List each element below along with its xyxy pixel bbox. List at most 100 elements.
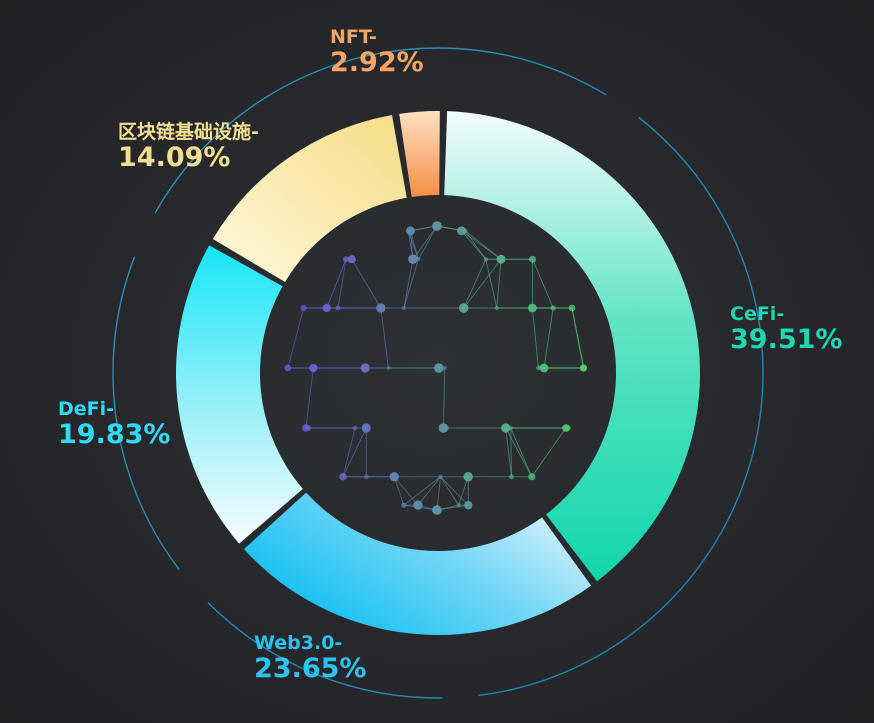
value-label: 19.83% xyxy=(58,418,171,450)
globe-node xyxy=(408,254,418,264)
globe-edge xyxy=(531,307,539,369)
globe-node xyxy=(386,365,391,371)
globe-node xyxy=(496,254,506,264)
globe-node xyxy=(483,257,488,262)
globe-edge xyxy=(337,259,347,309)
globe-node xyxy=(564,424,571,432)
label-infrastructure: 区块链基础设施- 14.09% xyxy=(118,122,259,173)
globe-node xyxy=(352,425,358,431)
globe-edge xyxy=(496,259,502,309)
globe-node xyxy=(401,502,407,508)
category-label: 区块链基础设施- xyxy=(118,121,259,143)
globe-edge xyxy=(407,230,414,260)
globe-edge xyxy=(461,230,487,260)
globe-node xyxy=(457,226,466,236)
globe-edge xyxy=(287,307,305,369)
globe-node xyxy=(432,505,442,515)
outer-ring xyxy=(112,47,764,699)
globe-edge xyxy=(393,476,405,506)
globe-edge xyxy=(571,307,585,369)
globe-node xyxy=(413,500,423,510)
globe-node xyxy=(464,500,473,510)
globe-node xyxy=(363,474,369,480)
globe-edge xyxy=(510,428,512,477)
label-cefi: CeFi- 39.51% xyxy=(730,304,842,355)
globe-edge xyxy=(463,258,502,309)
network-globe-icon xyxy=(284,221,588,515)
slice-cefi xyxy=(444,111,700,582)
globe-edge xyxy=(342,427,367,477)
globe-node xyxy=(322,303,331,313)
globe-node xyxy=(508,474,515,480)
value-label: 39.51% xyxy=(730,323,843,355)
globe-node xyxy=(580,364,588,372)
globe-edge xyxy=(440,476,460,506)
globe-edge xyxy=(403,476,441,506)
globe-node xyxy=(528,473,536,481)
globe-node xyxy=(458,303,469,313)
globe-edges xyxy=(287,225,585,511)
globe-edge xyxy=(417,225,438,260)
globe-node xyxy=(445,426,450,431)
globe-node xyxy=(568,304,576,312)
globe-node xyxy=(527,303,537,313)
globe-node xyxy=(463,472,473,482)
globe-node xyxy=(438,474,443,479)
globe-edge xyxy=(461,230,502,260)
globe-edge xyxy=(510,427,533,477)
globe-node xyxy=(300,304,307,312)
globe-edge xyxy=(380,307,389,369)
globe-edge xyxy=(440,476,469,506)
category-label: Web3.0- xyxy=(254,632,343,654)
label-web3: Web3.0- 23.65% xyxy=(254,633,366,684)
globe-node xyxy=(550,305,556,311)
globe-node xyxy=(302,424,310,432)
slice-infrastructure xyxy=(212,115,407,282)
value-label: 23.65% xyxy=(254,652,367,684)
globe-node xyxy=(456,502,461,508)
label-defi: DeFi- 19.83% xyxy=(58,399,170,450)
globe-edge xyxy=(532,259,554,309)
globe-node xyxy=(406,226,415,236)
globe-node xyxy=(438,423,449,433)
globe-node xyxy=(434,363,444,373)
globe-node xyxy=(389,472,399,482)
globe-edge xyxy=(412,225,438,260)
donut-slices xyxy=(176,111,700,635)
globe-edge xyxy=(505,427,512,477)
globe-node xyxy=(376,303,386,313)
globe-node xyxy=(432,221,442,231)
globe-edge xyxy=(403,259,419,309)
globe-edge xyxy=(403,259,414,309)
globe-node xyxy=(361,423,371,433)
globe-node xyxy=(343,256,349,263)
globe-edge xyxy=(463,259,487,309)
globe-edge xyxy=(326,259,347,309)
category-label: DeFi- xyxy=(58,398,115,420)
globe-node xyxy=(347,255,356,264)
globe-edge xyxy=(417,476,441,506)
globe-node xyxy=(539,363,549,373)
globe-edge xyxy=(485,259,498,309)
globe-node xyxy=(508,425,514,431)
globe-node xyxy=(494,305,499,311)
category-label: NFT- xyxy=(330,26,377,48)
globe-node xyxy=(442,365,447,371)
globe-edge xyxy=(436,476,441,511)
globe-node xyxy=(529,255,537,263)
globe-node xyxy=(536,365,541,371)
outer-ring-circle xyxy=(112,47,764,699)
globe-node xyxy=(401,305,406,311)
globe-node xyxy=(309,363,318,373)
globe-node xyxy=(335,305,341,311)
value-label: 14.09% xyxy=(118,141,231,173)
globe-edge xyxy=(342,427,356,477)
globe-node xyxy=(360,363,370,373)
globe-node xyxy=(501,423,511,433)
globe-edge xyxy=(505,427,533,477)
globe-node xyxy=(339,473,347,481)
slice-nft xyxy=(399,111,440,197)
slice-defi xyxy=(176,245,303,544)
